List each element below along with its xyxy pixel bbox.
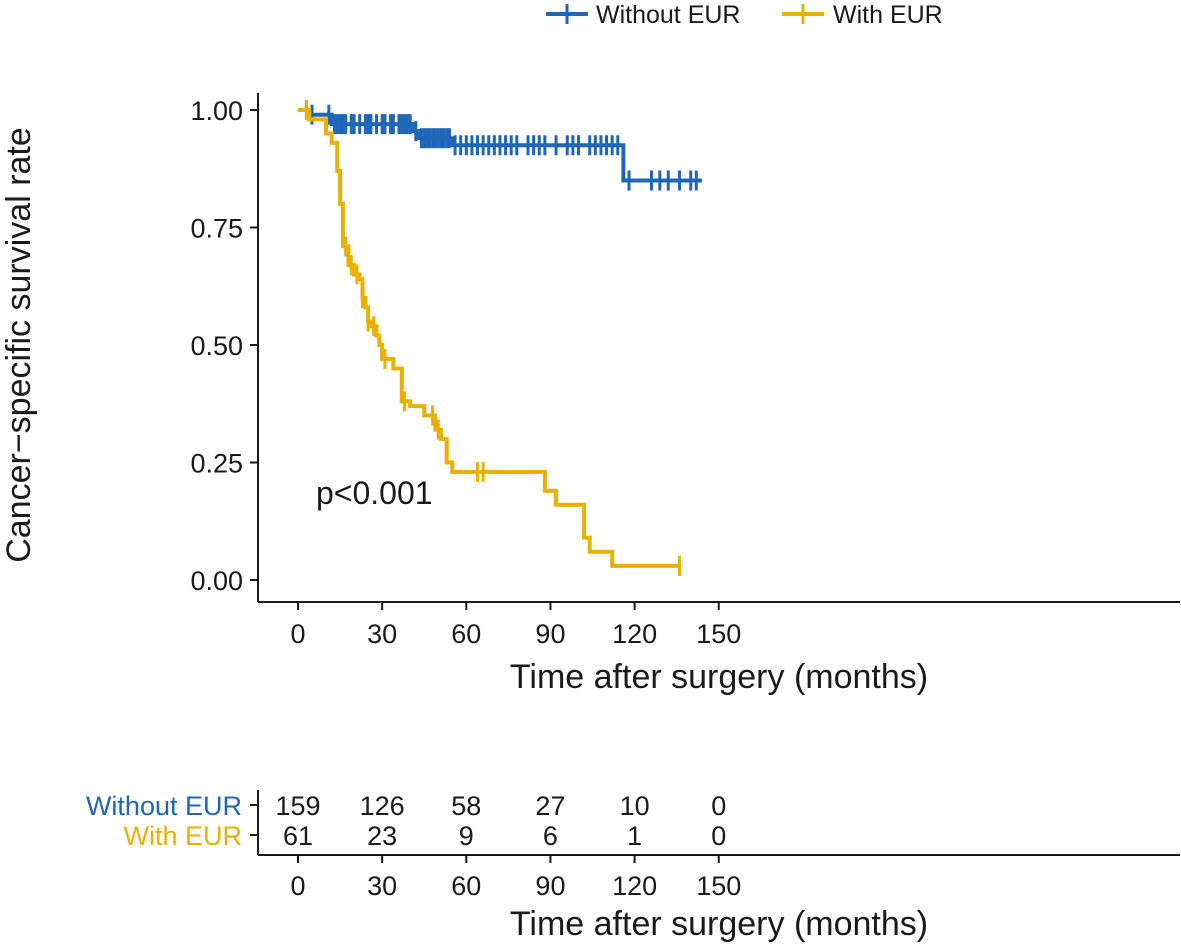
survival-curve-with-eur xyxy=(298,108,680,568)
p-value-annotation: p<0.001 xyxy=(316,475,433,511)
x-tick-label-1: 30 xyxy=(367,619,397,649)
x-tick-label-2: 60 xyxy=(451,619,481,649)
legend-label-without-eur: Without EUR xyxy=(596,1,740,29)
risk-table-x-ticks: 0 30 60 90 120 150 xyxy=(290,855,741,901)
y-tick-label-0: 0.00 xyxy=(190,566,243,596)
risk-table-x-axis-title: Time after surgery (months) xyxy=(510,905,928,943)
legend-label-with-eur: With EUR xyxy=(833,1,943,29)
legend: Without EUR With EUR xyxy=(546,1,943,29)
x-tick-label-4: 120 xyxy=(612,619,657,649)
y-tick-label-3: 0.75 xyxy=(190,214,243,244)
risk-count-with-eur-2: 9 xyxy=(459,821,474,851)
x-tick-label-3: 90 xyxy=(535,619,565,649)
risk-count-with-eur-3: 6 xyxy=(543,821,558,851)
risk-x-tick-label-1: 30 xyxy=(367,871,397,901)
risk-count-with-eur-1: 23 xyxy=(367,821,397,851)
y-tick-label-2: 0.50 xyxy=(190,331,243,361)
risk-count-without-eur-2: 58 xyxy=(451,791,481,821)
x-tick-label-5: 150 xyxy=(696,619,741,649)
risk-count-without-eur-4: 10 xyxy=(620,791,650,821)
risk-row-label-with-eur: With EUR xyxy=(123,821,242,851)
series-with-eur xyxy=(298,100,681,576)
risk-count-with-eur-0: 61 xyxy=(283,821,313,851)
legend-item-without-eur: Without EUR xyxy=(546,1,740,29)
risk-count-with-eur-4: 1 xyxy=(627,821,642,851)
risk-x-tick-label-2: 60 xyxy=(451,871,481,901)
x-tick-label-0: 0 xyxy=(290,619,305,649)
risk-count-without-eur-0: 159 xyxy=(275,791,320,821)
legend-item-with-eur: With EUR xyxy=(782,1,943,29)
risk-count-with-eur-5: 0 xyxy=(711,821,726,851)
x-axis-title: Time after surgery (months) xyxy=(510,658,928,696)
series-layer xyxy=(298,100,702,576)
risk-x-tick-label-4: 120 xyxy=(612,871,657,901)
risk-row-label-without-eur: Without EUR xyxy=(86,791,242,821)
risk-x-tick-label-3: 90 xyxy=(535,871,565,901)
risk-x-tick-label-0: 0 xyxy=(290,871,305,901)
risk-count-without-eur-5: 0 xyxy=(711,791,726,821)
y-axis-title: Cancer−specific survival rate xyxy=(0,127,38,563)
x-axis-ticks: 0 30 60 90 120 150 xyxy=(290,602,741,649)
risk-x-tick-label-5: 150 xyxy=(696,871,741,901)
y-axis-ticks: 0.00 0.25 0.50 0.75 1.00 xyxy=(190,96,258,596)
y-tick-label-1: 0.25 xyxy=(190,449,243,479)
risk-count-without-eur-1: 126 xyxy=(360,791,405,821)
y-tick-label-4: 1.00 xyxy=(190,96,243,126)
series-without-eur xyxy=(298,100,702,191)
risk-count-without-eur-3: 27 xyxy=(535,791,565,821)
